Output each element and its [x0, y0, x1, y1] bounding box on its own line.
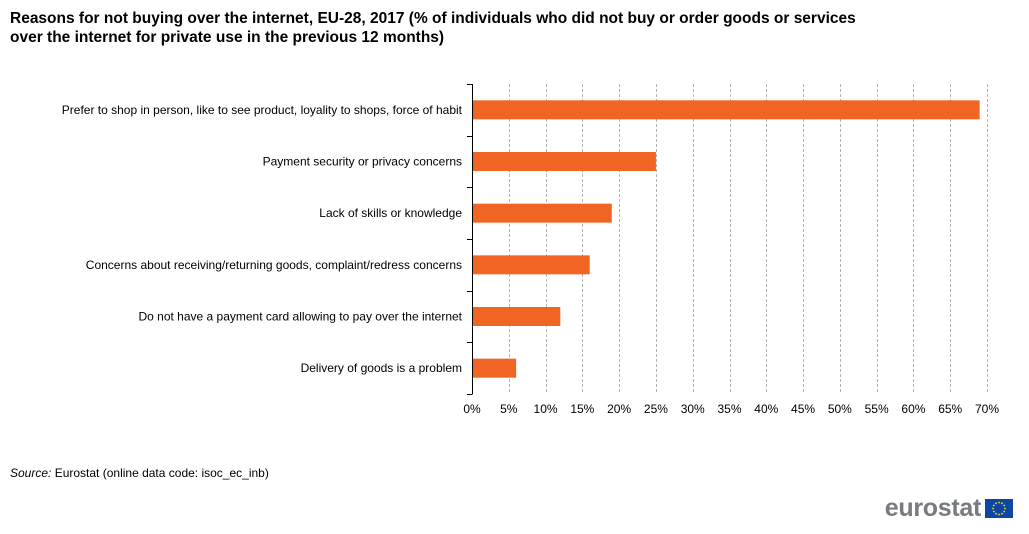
bar: [472, 203, 612, 223]
bar: [472, 307, 561, 326]
eurostat-logo: eurostat: [885, 494, 1013, 523]
flag-star: [1001, 502, 1003, 505]
chart-title: Reasons for not buying over the internet…: [10, 10, 856, 46]
x-tick-labels: 0% 5% 10% 15% 20% 25% 30% 35% 40% 45% 50% 55% 60% 65%…: [463, 402, 999, 416]
eu-flag-icon: [985, 499, 1013, 518]
bar-chart: Prefer to shop in person, like to see pr…: [62, 84, 999, 416]
category-label: Lack of skills or knowledge: [319, 206, 462, 220]
flag-star: [995, 512, 997, 515]
x-tick-label: 40%: [754, 402, 778, 416]
logo-wordmark: eurostat: [884, 494, 982, 522]
x-tick-label: 55%: [865, 402, 889, 416]
source-note: Source: Eurostat (online data code: isoc…: [10, 466, 269, 480]
bar: [472, 152, 656, 171]
x-tick-label: 0%: [463, 402, 481, 416]
x-tick-label: 30%: [681, 402, 705, 416]
source-label: Source:: [10, 466, 52, 480]
x-tick-label: 5%: [500, 402, 518, 416]
flag-star: [998, 513, 1000, 516]
x-tick-label: 45%: [791, 402, 815, 416]
x-tick-label: 35%: [717, 402, 741, 416]
bar: [472, 255, 590, 275]
flag-star: [998, 501, 1000, 504]
x-tick-label: 50%: [828, 402, 852, 416]
bar: [472, 100, 980, 120]
axes: [467, 84, 473, 395]
flag-star: [1001, 512, 1003, 515]
flag-star: [992, 507, 994, 510]
category-label: Payment security or privacy concerns: [263, 155, 462, 169]
bar: [472, 358, 517, 378]
x-tick-label: 65%: [938, 402, 962, 416]
category-label: Delivery of goods is a problem: [301, 361, 462, 375]
flag-star: [1004, 507, 1006, 510]
flag-star: [1003, 504, 1006, 507]
flag-star: [1003, 510, 1006, 513]
x-tick-label: 10%: [534, 402, 558, 416]
x-tick-label: 15%: [570, 402, 594, 416]
x-tick-label: 60%: [901, 402, 925, 416]
x-tick-label: 20%: [607, 402, 631, 416]
bars: [472, 100, 980, 378]
x-tick-label: 70%: [975, 402, 999, 416]
source-text: Eurostat (online data code: isoc_ec_inb): [54, 466, 269, 480]
category-labels: Prefer to shop in person, like to see pr…: [62, 103, 463, 375]
flag-star: [992, 504, 995, 507]
flag-star: [992, 510, 995, 513]
category-label: Do not have a payment card allowing to p…: [138, 310, 462, 324]
x-tick-label: 25%: [644, 402, 668, 416]
flag-star: [995, 502, 997, 505]
gridlines: [509, 84, 988, 394]
category-label: Prefer to shop in person, like to see pr…: [62, 103, 463, 117]
category-label: Concerns about receiving/returning goods…: [86, 258, 462, 272]
